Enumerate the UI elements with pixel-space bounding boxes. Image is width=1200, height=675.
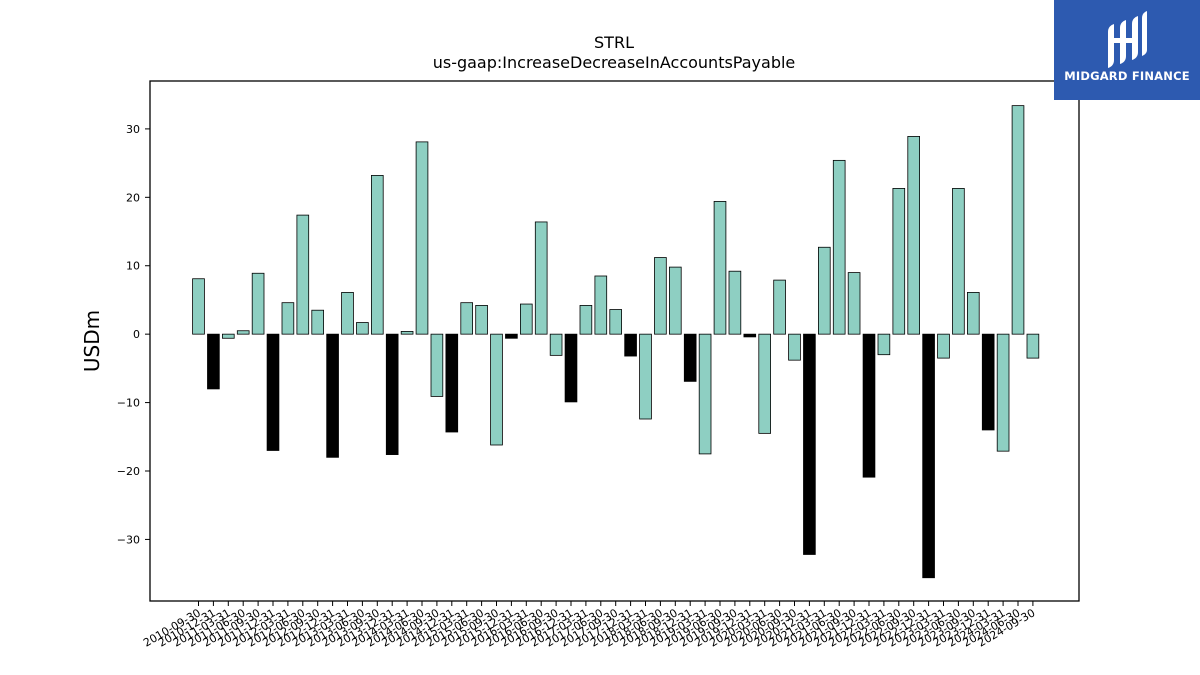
bar xyxy=(281,302,295,335)
bar xyxy=(549,333,563,356)
plot-frame xyxy=(149,80,1080,602)
bar xyxy=(654,257,667,335)
bar xyxy=(430,333,444,397)
bar xyxy=(907,136,920,335)
bar xyxy=(520,303,533,335)
bar xyxy=(192,278,205,335)
bar xyxy=(505,333,518,339)
bar xyxy=(862,333,876,478)
bar xyxy=(475,305,488,335)
bar xyxy=(534,221,548,335)
bar xyxy=(341,292,354,335)
y-tick-label: −10 xyxy=(117,397,140,410)
bar xyxy=(773,279,786,335)
bar xyxy=(803,333,816,555)
bar xyxy=(221,333,235,339)
bar xyxy=(818,246,831,335)
midgard-logo-icon xyxy=(1108,11,1147,68)
bar xyxy=(296,214,310,335)
bar xyxy=(400,331,414,335)
y-tick-label: 30 xyxy=(126,123,140,136)
bar xyxy=(639,333,652,420)
bar xyxy=(758,333,771,434)
bar xyxy=(1026,333,1040,359)
brand-logo: MIDGARD FINANCE xyxy=(1054,0,1200,100)
bar xyxy=(683,333,697,382)
y-tick-label: 0 xyxy=(133,328,140,341)
bar xyxy=(594,275,608,335)
brand-name: MIDGARD FINANCE xyxy=(1064,69,1190,83)
bar xyxy=(788,333,801,361)
bar xyxy=(624,333,637,357)
bar xyxy=(460,302,473,335)
bar xyxy=(952,188,965,335)
bar xyxy=(356,322,369,335)
bar xyxy=(743,333,757,338)
bar xyxy=(1011,105,1025,335)
bar xyxy=(728,270,742,335)
bar xyxy=(311,309,324,335)
bar xyxy=(877,333,891,356)
bar xyxy=(251,272,265,335)
chart-title: STRL xyxy=(594,33,634,52)
x-axis-ticks: 2010-09-302010-12-312011-03-312011-06-30… xyxy=(141,601,1037,650)
bar xyxy=(415,141,429,335)
bar xyxy=(937,333,950,359)
bar xyxy=(490,333,503,446)
bar xyxy=(609,309,622,335)
bar xyxy=(385,333,399,455)
bar-series xyxy=(192,105,1040,579)
bar xyxy=(713,201,727,335)
y-tick-label: −30 xyxy=(117,533,140,546)
y-tick-label: 10 xyxy=(126,260,140,273)
bar xyxy=(370,175,384,335)
bar xyxy=(266,333,280,451)
y-tick-label: −20 xyxy=(117,465,140,478)
bar xyxy=(922,333,935,579)
bar xyxy=(564,333,578,403)
bar xyxy=(981,333,995,431)
bar xyxy=(579,305,593,335)
bar xyxy=(236,330,250,335)
bar xyxy=(669,266,682,335)
y-axis-label: USDm xyxy=(80,310,104,372)
y-tick-label: 20 xyxy=(126,191,140,204)
bar xyxy=(445,333,459,433)
bar xyxy=(967,292,980,335)
bar xyxy=(832,159,846,335)
y-axis-ticks: −30 −20 −10 0 10 20 30 xyxy=(117,123,150,546)
bar xyxy=(698,333,712,455)
chart-subtitle: us-gaap:IncreaseDecreaseInAccountsPayabl… xyxy=(433,53,796,72)
bar xyxy=(207,333,220,390)
bar xyxy=(892,188,906,335)
bar xyxy=(996,333,1010,452)
bar xyxy=(847,272,861,335)
bar xyxy=(326,333,339,458)
